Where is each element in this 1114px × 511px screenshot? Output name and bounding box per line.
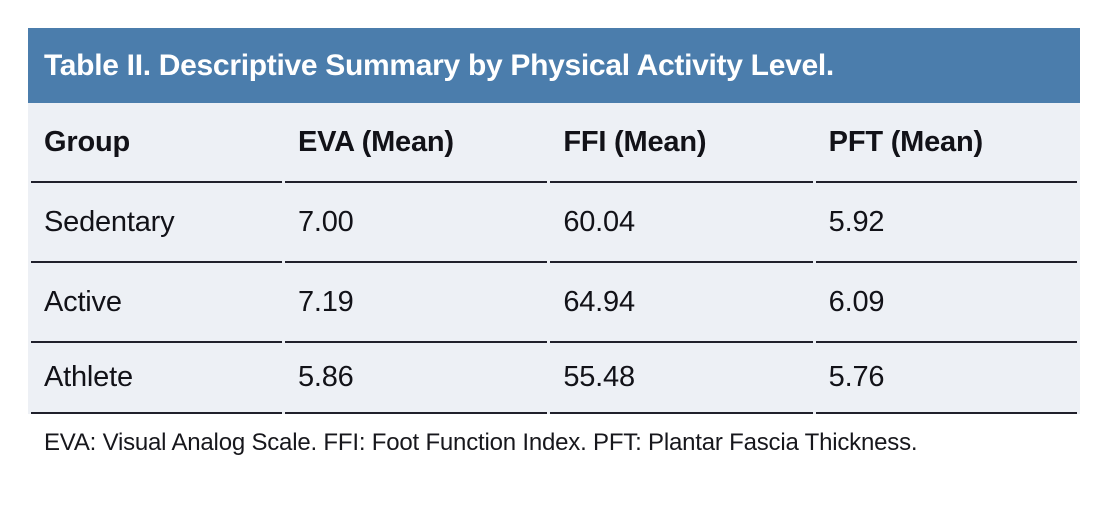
cell-eva-mean: 7.19 — [284, 263, 548, 343]
column-header-ffi-mean: FFI (Mean) — [550, 103, 813, 183]
cell-ffi-mean: 64.94 — [550, 263, 813, 343]
table-footnote: EVA: Visual Analog Scale. FFI: Foot Func… — [44, 429, 918, 456]
table-title: Table II. Descriptive Summary by Physica… — [44, 48, 834, 82]
table-row-athlete: Athlete 5.86 55.48 5.76 — [31, 343, 1077, 414]
cell-eva-mean: 5.86 — [284, 343, 548, 414]
cell-ffi-mean: 55.48 — [550, 343, 813, 414]
cell-pft-mean: 5.92 — [815, 183, 1077, 263]
column-header-pft-mean: PFT (Mean) — [815, 103, 1077, 183]
table-row-sedentary: Sedentary 7.00 60.04 5.92 — [31, 183, 1077, 263]
table-row-active: Active 7.19 64.94 6.09 — [31, 263, 1077, 343]
table-header-row: Group EVA (Mean) FFI (Mean) PFT (Mean) — [31, 103, 1077, 183]
cell-group: Athlete — [31, 343, 282, 414]
table-title-bar: Table II. Descriptive Summary by Physica… — [28, 28, 1080, 103]
cell-group: Active — [31, 263, 282, 343]
column-header-group: Group — [31, 103, 282, 183]
cell-pft-mean: 5.76 — [815, 343, 1077, 414]
table-figure: Table II. Descriptive Summary by Physica… — [28, 28, 1080, 457]
cell-eva-mean: 7.00 — [284, 183, 548, 263]
column-header-eva-mean: EVA (Mean) — [284, 103, 548, 183]
cell-pft-mean: 6.09 — [815, 263, 1077, 343]
cell-group: Sedentary — [31, 183, 282, 263]
descriptive-summary-table: Group EVA (Mean) FFI (Mean) PFT (Mean) S… — [28, 103, 1080, 414]
cell-ffi-mean: 60.04 — [550, 183, 813, 263]
